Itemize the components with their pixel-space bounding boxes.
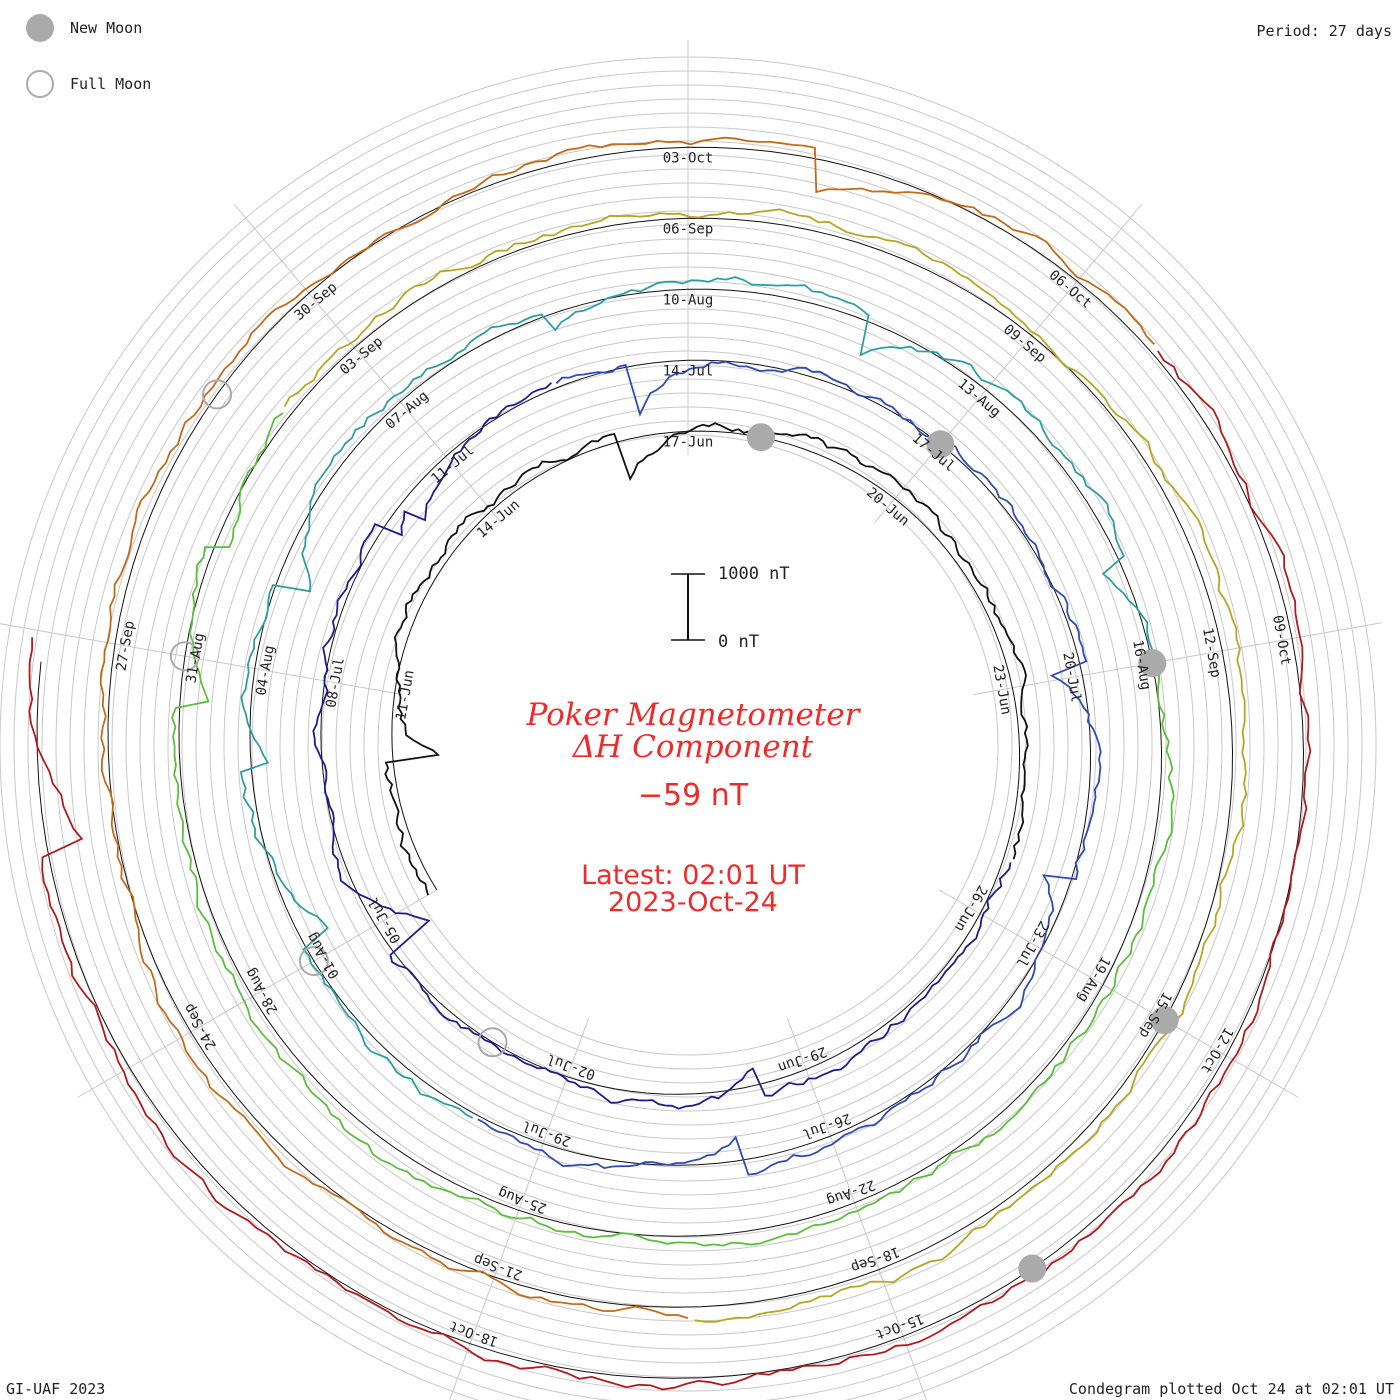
moon-markers <box>171 380 1179 1282</box>
center-latest-value: −59 nT <box>638 778 749 813</box>
date-label: 09-Oct <box>1269 614 1294 667</box>
date-label: 14-Jul <box>663 363 714 379</box>
date-label: 10-Aug <box>663 292 714 308</box>
scale-bar: 1000 nT 0 nT <box>671 564 790 652</box>
center-title-line1: Poker Magnetometer <box>526 697 862 733</box>
date-label: 17-Jun <box>663 434 714 450</box>
new-moon-marker <box>1018 1255 1046 1283</box>
date-label: 31-Aug <box>183 632 208 685</box>
scale-bar-top-label: 1000 nT <box>718 564 790 584</box>
series-trace <box>385 423 1028 895</box>
date-label: 14-Jun <box>474 497 523 542</box>
date-label: 23-Jul <box>1013 918 1052 970</box>
center-text: Poker Magnetometer ΔH Component −59 nT L… <box>526 697 862 918</box>
scale-bar-bottom-label: 0 nT <box>718 632 759 652</box>
new-moon-marker <box>747 423 775 451</box>
date-label: 24-Sep <box>181 1001 220 1053</box>
date-label: 16-Aug <box>1129 639 1154 692</box>
date-label: 20-Jul <box>1059 651 1084 704</box>
series-trace <box>285 209 1247 1322</box>
date-label: 04-Aug <box>253 644 278 697</box>
center-title-line2: ΔH Component <box>572 729 814 765</box>
grid-spoke <box>787 1018 929 1400</box>
date-label: 11-Jul <box>428 442 477 487</box>
grid-spoke <box>974 623 1383 695</box>
date-label: 07-Aug <box>383 388 432 433</box>
center-latest-date: 2023-Oct-24 <box>608 887 778 918</box>
date-label: 03-Oct <box>663 150 714 166</box>
date-label: 06-Sep <box>663 221 714 237</box>
